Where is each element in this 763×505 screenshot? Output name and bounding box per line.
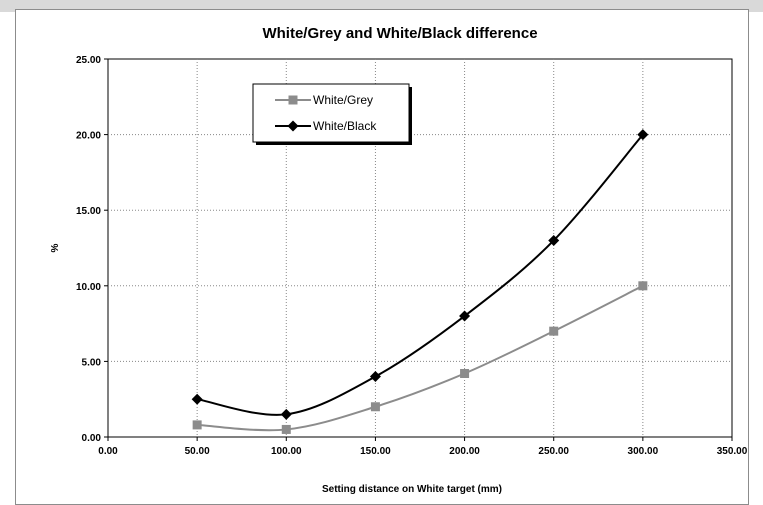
data-point — [191, 393, 203, 405]
x-tick-label: 300.00 — [628, 446, 659, 457]
data-point — [192, 420, 202, 430]
plot-area — [107, 58, 733, 438]
series-layer — [191, 129, 649, 434]
data-point — [638, 281, 648, 291]
legend: White/Grey White/Black — [252, 83, 412, 145]
y-tick-label: 0.00 — [82, 433, 102, 444]
tick-labels: 0.00 50.00 100.00 150.00 200.00 250.00 300.00 3… — [76, 55, 748, 457]
x-tick-label: 250.00 — [538, 446, 569, 457]
y-axis-label: % — [50, 243, 61, 252]
x-tick-label: 50.00 — [185, 446, 210, 457]
data-point — [281, 424, 291, 434]
data-point — [459, 310, 471, 322]
series-line — [197, 284, 644, 432]
data-point — [369, 371, 381, 383]
legend-marker — [287, 120, 299, 132]
y-tick-label: 20.00 — [76, 131, 101, 142]
x-tick-label: 0.00 — [98, 446, 118, 457]
series-1 — [191, 129, 649, 420]
data-point — [460, 368, 470, 378]
legend-entry: White/Grey — [275, 93, 373, 107]
data-point — [370, 402, 380, 412]
legend-entry: White/Black — [275, 119, 377, 133]
x-tick-label: 100.00 — [271, 446, 302, 457]
x-tick-label: 350.00 — [717, 446, 748, 457]
y-tick-label: 5.00 — [82, 357, 102, 368]
x-axis-label: Setting distance on White target (mm) — [322, 484, 502, 495]
y-tick-label: 25.00 — [76, 55, 101, 66]
x-tick-label: 200.00 — [449, 446, 480, 457]
legend-box — [252, 83, 410, 143]
chart-title: White/Grey and White/Black difference — [262, 25, 537, 42]
y-tick-label: 15.00 — [76, 206, 101, 217]
data-point — [280, 408, 292, 420]
legend-label: White/Black — [313, 119, 377, 133]
data-point — [637, 129, 649, 141]
legend-label: White/Grey — [313, 93, 373, 107]
y-tick-label: 10.00 — [76, 282, 101, 293]
data-point — [549, 326, 559, 336]
series-0 — [192, 281, 648, 434]
data-point — [548, 234, 560, 246]
x-tick-label: 150.00 — [360, 446, 391, 457]
legend-marker — [288, 95, 298, 105]
